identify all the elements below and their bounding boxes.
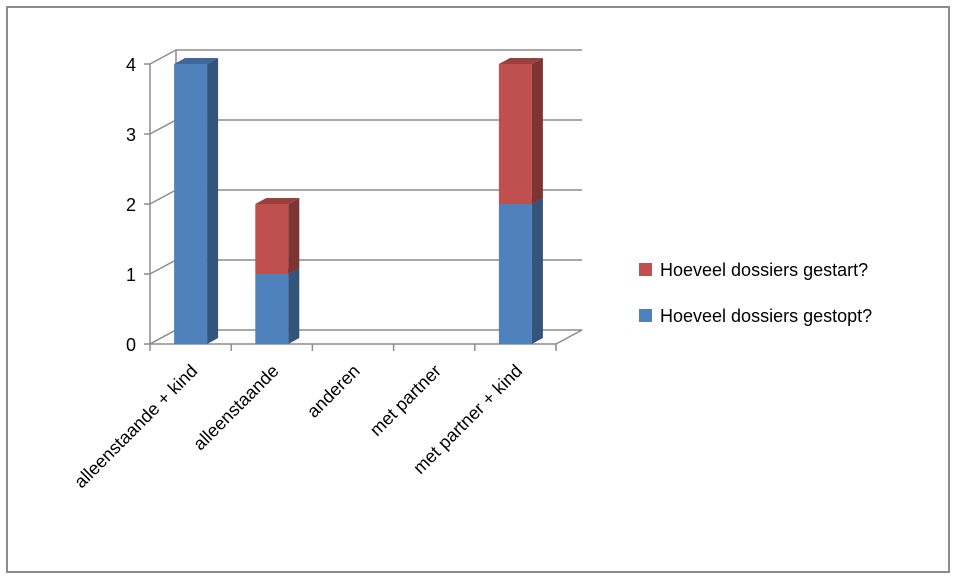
bar-front-face (255, 274, 289, 344)
x-category-label: alleenstaande + kind (70, 361, 201, 492)
y-tick-label: 1 (126, 265, 136, 285)
bars (174, 58, 543, 344)
bar-front-face (255, 204, 289, 274)
gridline (149, 49, 582, 65)
legend-swatch (639, 309, 652, 322)
legend-item: Hoeveel dossiers gestopt? (639, 306, 872, 326)
y-axis-tick-labels: 0 1 2 3 4 (126, 55, 136, 355)
bar (174, 58, 219, 344)
bar (498, 198, 543, 344)
bar-side-face (207, 58, 219, 344)
bar-side-face (288, 268, 300, 344)
y-tick-label: 0 (126, 335, 136, 355)
bar (255, 268, 300, 344)
y-tick-label: 2 (126, 195, 136, 215)
bar-top-face (498, 58, 543, 64)
axes (144, 63, 557, 351)
x-category-label: alleenstaande (189, 361, 282, 454)
bar-side-face (531, 58, 543, 204)
bar-front-face (174, 64, 208, 344)
y-tick-label: 4 (126, 55, 136, 75)
legend: Hoeveel dossiers gestart? Hoeveel dossier… (639, 260, 872, 326)
legend-swatch (639, 263, 652, 276)
legend-label: Hoeveel dossiers gestopt? (660, 306, 872, 326)
y-tick-label: 3 (126, 125, 136, 145)
bar (498, 58, 543, 204)
legend-label: Hoeveel dossiers gestart? (660, 260, 868, 280)
x-category-label: anderen (303, 361, 364, 422)
bar-top-face (255, 198, 300, 204)
bar-front-face (498, 204, 532, 344)
bar-top-face (174, 58, 219, 64)
legend-item: Hoeveel dossiers gestart? (639, 260, 868, 280)
bar-side-face (288, 198, 300, 274)
bar (255, 198, 300, 274)
bar-front-face (498, 64, 532, 204)
x-category-label: met partner (366, 361, 445, 440)
bar-side-face (531, 198, 543, 344)
